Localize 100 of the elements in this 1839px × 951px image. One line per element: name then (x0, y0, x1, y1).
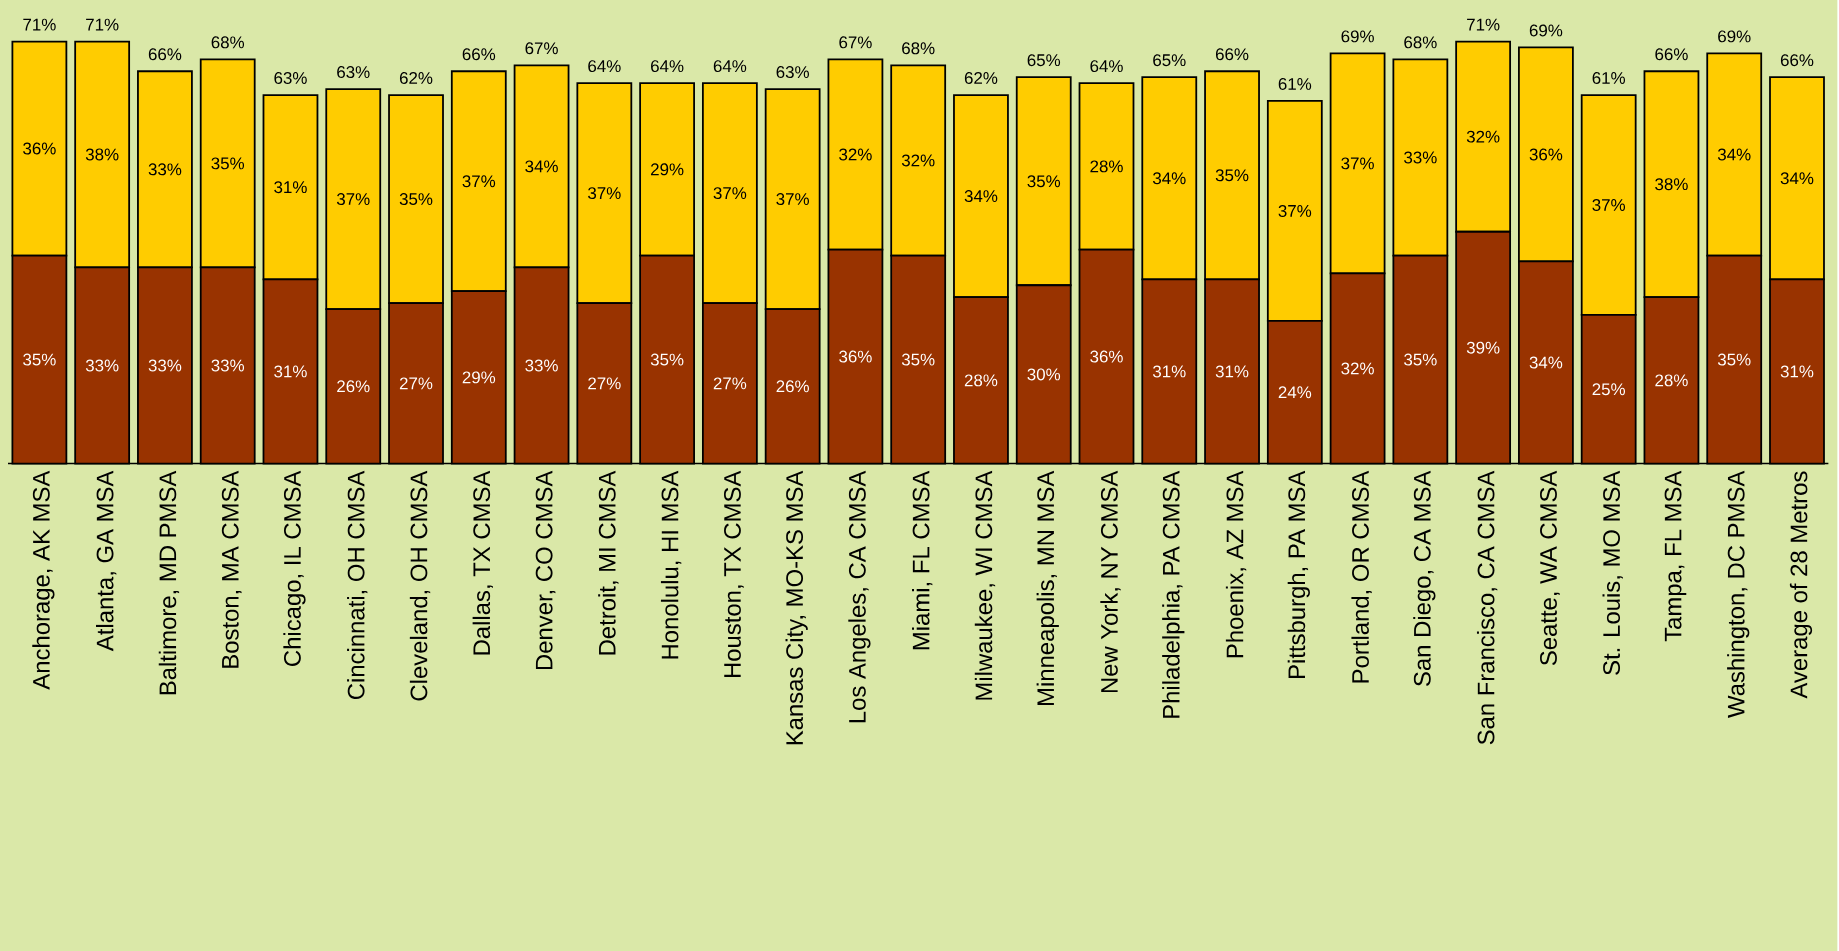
data-label: 34% (1780, 172, 1814, 185)
data-label: 35% (901, 353, 935, 366)
total-label: 69% (1341, 30, 1374, 43)
total-label: 64% (651, 60, 684, 73)
data-label: 28% (1090, 160, 1123, 173)
total-label: 62% (399, 71, 433, 84)
data-label: 32% (1341, 362, 1374, 375)
data-label: 36% (23, 142, 56, 155)
x-tick-label: New York, NY CMSA (1100, 470, 1121, 693)
data-label: 31% (1153, 365, 1186, 378)
data-label: 33% (211, 359, 245, 372)
data-label: 26% (776, 380, 809, 393)
total-label: 67% (839, 36, 872, 49)
total-label: 71% (23, 18, 56, 31)
data-label: 26% (337, 380, 370, 393)
data-label: 32% (901, 154, 935, 167)
x-tick-label: Washington, DC PMSA (1727, 470, 1750, 718)
x-tick-label: Seatte, WA CMSA (1540, 470, 1560, 666)
data-label: 33% (148, 359, 182, 372)
data-label: 37% (1341, 157, 1374, 170)
x-tick-label: St. Louis, MO MSA (1602, 470, 1623, 675)
data-label: 27% (399, 377, 433, 390)
data-label: 35% (1027, 175, 1061, 188)
data-label: 30% (1027, 368, 1061, 381)
total-label: 69% (1718, 30, 1751, 43)
data-label: 34% (525, 160, 558, 173)
data-label: 38% (85, 148, 119, 161)
data-label: 28% (1655, 374, 1688, 387)
data-label: 32% (1466, 130, 1500, 143)
total-label: 69% (1529, 24, 1563, 37)
x-tick-label: Tampa, FL MSA (1664, 470, 1687, 642)
data-label: 37% (1592, 198, 1626, 211)
data-label: 27% (713, 377, 747, 390)
data-label: 32% (839, 148, 872, 161)
total-label: 62% (964, 71, 998, 84)
data-label: 28% (964, 374, 998, 387)
x-tick-label: Honolulu, HI MSA (660, 470, 682, 659)
x-tick-label: Dallas, TX CMSA (472, 470, 493, 655)
data-label: 24% (1278, 386, 1312, 399)
data-label: 37% (713, 187, 747, 200)
x-tick-label: Cleveland, OH CMSA (409, 470, 431, 701)
data-label: 37% (462, 175, 496, 188)
x-tick-label: Philadelphia, PA CMSA (1162, 470, 1185, 718)
data-label: 31% (1215, 365, 1249, 378)
x-tick-label: Miami, FL CMSA (912, 470, 933, 650)
total-label: 68% (902, 42, 935, 55)
x-tick-label: Chicago, IL CMSA (283, 470, 306, 666)
total-label: 66% (462, 48, 496, 61)
data-label: 27% (588, 377, 621, 390)
data-label: 35% (1215, 169, 1249, 182)
x-tick-label: Anchorage, AK MSA (32, 470, 55, 690)
total-label: 63% (776, 66, 809, 78)
data-label: 31% (1780, 365, 1814, 378)
data-label: 33% (148, 163, 182, 176)
data-label: 33% (525, 359, 558, 372)
x-tick-label: Phoenix, AZ MSA (1225, 470, 1247, 658)
data-label: 34% (1153, 172, 1186, 185)
data-label: 36% (1529, 148, 1563, 161)
data-label: 36% (839, 350, 872, 363)
x-tick-label: Los Angeles, CA CMSA (848, 470, 871, 723)
x-tick-label: Baltimore, MD PMSA (158, 470, 180, 695)
total-label: 66% (1215, 48, 1249, 61)
data-label: 35% (211, 157, 245, 170)
data-label: 34% (1717, 148, 1751, 161)
total-label: 61% (1278, 77, 1312, 90)
total-label: 64% (588, 60, 621, 73)
x-tick-label: Milwaukee, WI CMSA (974, 470, 996, 700)
total-label: 68% (1404, 36, 1437, 49)
data-label: 29% (651, 163, 684, 176)
x-tick-label: Boston, MA CMSA (221, 470, 242, 668)
data-label: 35% (23, 353, 56, 366)
data-label: 33% (85, 359, 119, 372)
total-label: 66% (1780, 54, 1814, 67)
data-label: 35% (1717, 353, 1751, 366)
total-label: 65% (1153, 54, 1186, 67)
x-tick-label: Average of 28 Metros (1789, 471, 1813, 699)
x-tick-label: Cincinnati, OH CMSA (347, 470, 368, 699)
data-label: 31% (274, 365, 307, 378)
data-label: 34% (1529, 356, 1563, 369)
total-label: 65% (1027, 54, 1061, 67)
x-tick-label: Kansas City, MO-KS MSA (785, 470, 808, 745)
data-label: 31% (274, 181, 307, 194)
data-label: 37% (588, 187, 621, 200)
x-tick-label: San Francisco, CA CMSA (1476, 470, 1498, 745)
data-label: 25% (1592, 383, 1626, 396)
x-tick-label: Pittsburgh, PA MSA (1287, 470, 1310, 678)
data-label: 35% (650, 353, 684, 366)
total-label: 67% (525, 42, 558, 55)
x-tick-label: Detroit, MI CMSA (598, 470, 619, 655)
data-label: 39% (1466, 341, 1500, 354)
data-label: 37% (336, 193, 370, 205)
x-tick-label: San Diego, CA MSA (1413, 470, 1436, 686)
x-tick-label: Atlanta, GA MSA (95, 470, 117, 652)
data-label: 37% (1278, 204, 1312, 217)
data-label: 38% (1655, 178, 1688, 191)
data-label: 29% (462, 371, 496, 384)
total-label: 66% (148, 48, 182, 61)
total-label: 64% (713, 60, 747, 73)
data-label: 37% (776, 193, 809, 205)
data-label: 36% (1090, 350, 1123, 363)
